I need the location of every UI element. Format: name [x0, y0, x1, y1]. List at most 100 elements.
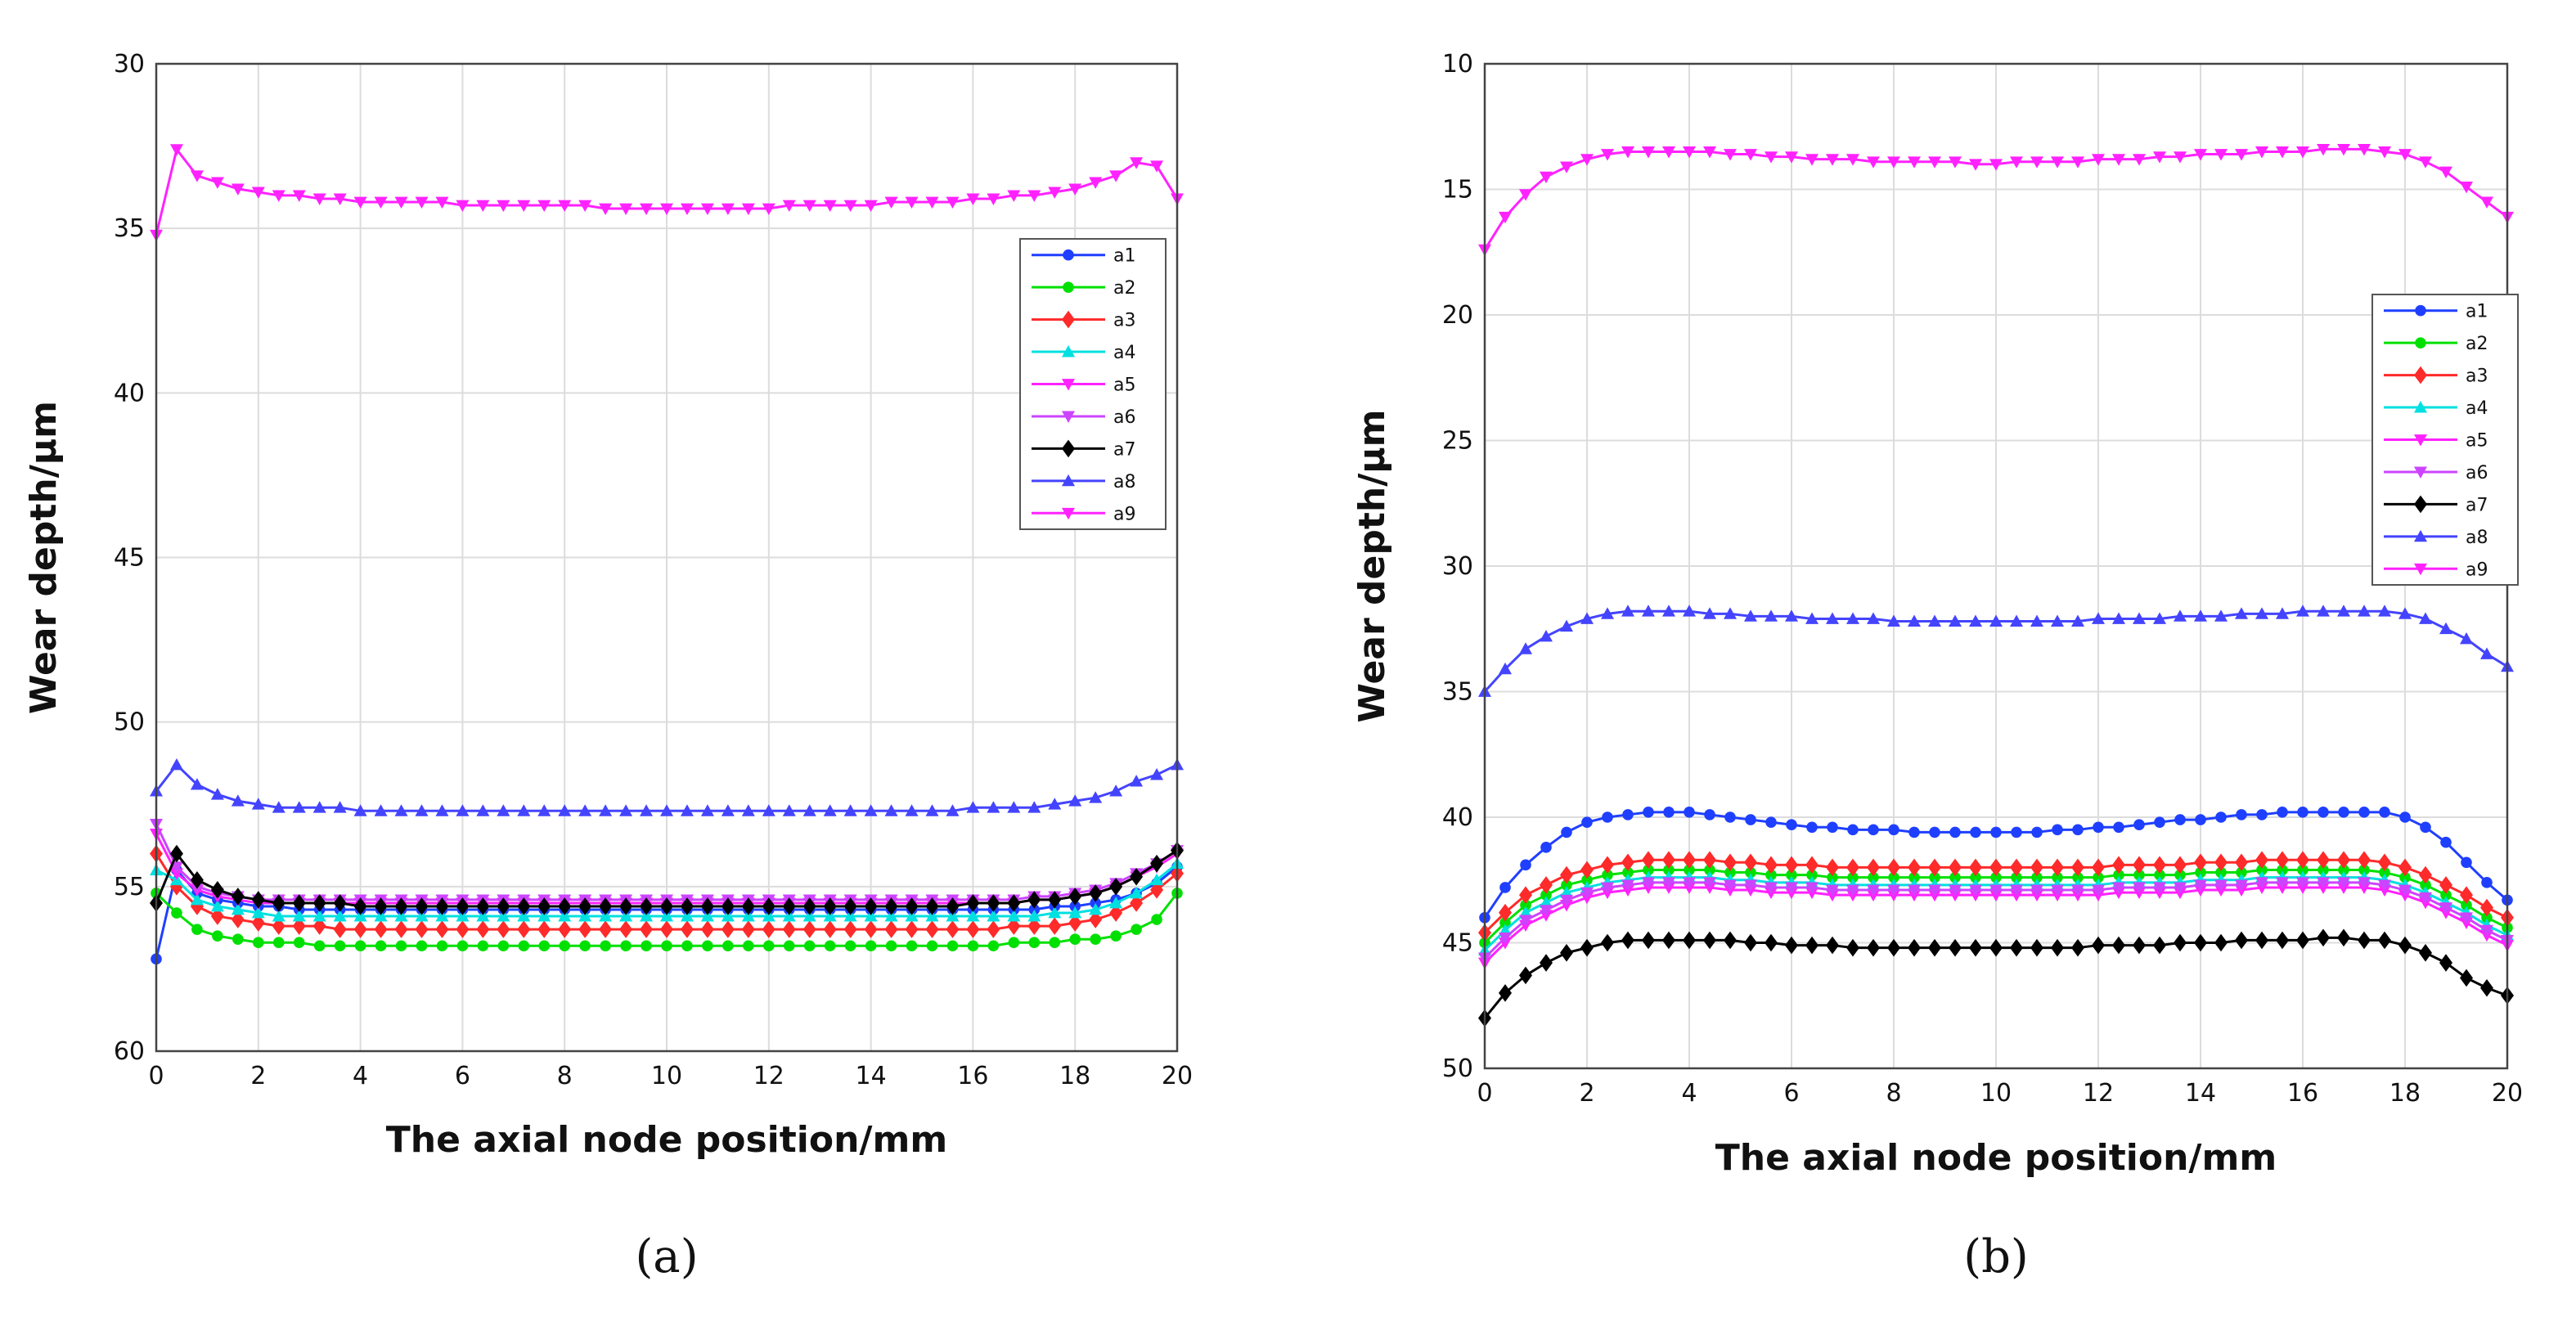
data-point-a4	[497, 910, 510, 922]
series-a7	[1478, 928, 2514, 1027]
data-point-a1	[2093, 821, 2104, 834]
data-point-a9	[884, 196, 898, 209]
data-point-a7	[2419, 943, 2432, 962]
data-point-a8	[2296, 605, 2309, 617]
data-point-a9	[782, 200, 796, 213]
x-tick-label: 8	[1886, 1079, 1901, 1108]
data-point-a8	[1846, 612, 1859, 624]
data-point-a4	[558, 910, 572, 922]
data-point-a9	[2153, 151, 2166, 164]
data-point-a1	[2113, 821, 2124, 834]
data-point-a8	[394, 804, 408, 816]
data-point-a7	[1601, 933, 1614, 952]
data-point-a6	[1826, 884, 1839, 897]
data-point-a1	[2379, 807, 2390, 818]
data-point-a9	[1027, 190, 1041, 202]
data-point-a1	[2358, 807, 2370, 818]
data-point-a2	[2297, 864, 2309, 876]
data-point-a7	[374, 897, 388, 915]
data-point-a7	[1540, 954, 1553, 972]
data-point-a3	[2419, 865, 2432, 884]
data-point-a9	[2358, 143, 2371, 156]
data-point-a9	[1846, 154, 1859, 166]
data-point-a7	[394, 897, 408, 915]
chart-panel-b: 0 2 4 6 8 10 12 14 16 18 20 10 15 20 25 30 35 40 45 50 The a…	[1351, 50, 2523, 1283]
data-point-a7	[190, 870, 204, 889]
data-point-a8	[1601, 607, 1614, 619]
data-point-a8	[700, 804, 714, 816]
data-point-a1	[1806, 821, 1818, 834]
data-point-a2	[987, 940, 1000, 952]
x-tick-label: 18	[2389, 1079, 2421, 1108]
data-point-a2	[1970, 871, 1981, 883]
data-point-a3	[1846, 858, 1859, 877]
data-point-a2	[1499, 917, 1511, 928]
data-point-a8	[1867, 612, 1880, 624]
data-point-a9	[1867, 156, 1880, 169]
data-point-a8	[190, 778, 204, 790]
data-point-a3	[619, 920, 633, 938]
data-point-a3	[987, 920, 1000, 938]
series-a9	[1478, 143, 2514, 257]
data-point-a4	[925, 910, 939, 922]
data-point-a2	[416, 940, 428, 952]
y-tick-label: 50	[114, 708, 145, 737]
data-point-a3	[2398, 858, 2412, 877]
data-point-a7	[415, 897, 429, 915]
data-point-a7	[2153, 936, 2166, 955]
data-point-a2	[1888, 871, 1899, 883]
data-point-a2	[1847, 871, 1859, 883]
data-point-a2	[2440, 889, 2452, 901]
legend-label-a2: a2	[2466, 334, 2488, 354]
data-point-a2	[2031, 871, 2043, 883]
data-point-a3	[517, 920, 531, 938]
y-tick-label: 30	[114, 50, 145, 79]
data-point-a8	[680, 804, 694, 816]
data-point-a9	[312, 193, 326, 205]
data-point-a3	[1642, 851, 1655, 869]
x-tick-label: 10	[1980, 1079, 2012, 1108]
data-point-a6	[1805, 882, 1818, 894]
data-point-a2	[865, 940, 877, 952]
data-point-a8	[721, 804, 735, 816]
data-point-a4	[802, 910, 816, 922]
data-point-a2	[313, 940, 326, 952]
data-point-a4	[476, 910, 490, 922]
data-point-a2	[191, 924, 203, 935]
data-point-a1	[1090, 897, 1101, 909]
data-point-a9	[1887, 156, 1900, 169]
data-point-a7	[2030, 938, 2043, 957]
data-point-a8	[1519, 642, 1532, 654]
data-point-a7	[1621, 931, 1634, 950]
data-point-a3	[2480, 898, 2493, 917]
data-point-a4	[272, 910, 285, 922]
data-point-a2	[1540, 889, 1552, 901]
data-point-a6	[2439, 902, 2452, 915]
data-point-a9	[2276, 146, 2289, 159]
data-point-a7	[497, 897, 510, 915]
data-point-a7	[1499, 984, 1512, 1002]
series-a9	[150, 144, 1184, 242]
data-point-a2	[600, 940, 611, 952]
data-point-a1	[2195, 814, 2206, 825]
data-point-a1	[1786, 819, 1797, 831]
legend-label-a2: a2	[1113, 278, 1135, 299]
y-tick-label: 35	[1442, 678, 1473, 707]
data-point-a2	[1745, 866, 1756, 879]
data-point-a8	[1969, 614, 1982, 627]
legend-marker-a8	[2414, 529, 2427, 542]
data-point-a2	[2215, 866, 2227, 879]
data-point-a4	[680, 910, 694, 922]
data-point-a9	[2092, 154, 2105, 166]
data-point-a7	[1580, 938, 1594, 957]
data-point-a9	[292, 190, 306, 202]
legend-label-a1: a1	[1113, 246, 1135, 267]
data-point-a3	[1805, 856, 1818, 874]
data-point-a4	[435, 910, 449, 922]
data-point-a7	[2317, 928, 2330, 947]
data-point-a9	[1109, 170, 1123, 182]
legend: a1 a2 a3 a4 a5 a6 a7 a8 a9	[2371, 294, 2519, 586]
data-point-a2	[518, 940, 530, 952]
data-point-a1	[1520, 859, 1531, 871]
series-a3	[150, 844, 1184, 938]
